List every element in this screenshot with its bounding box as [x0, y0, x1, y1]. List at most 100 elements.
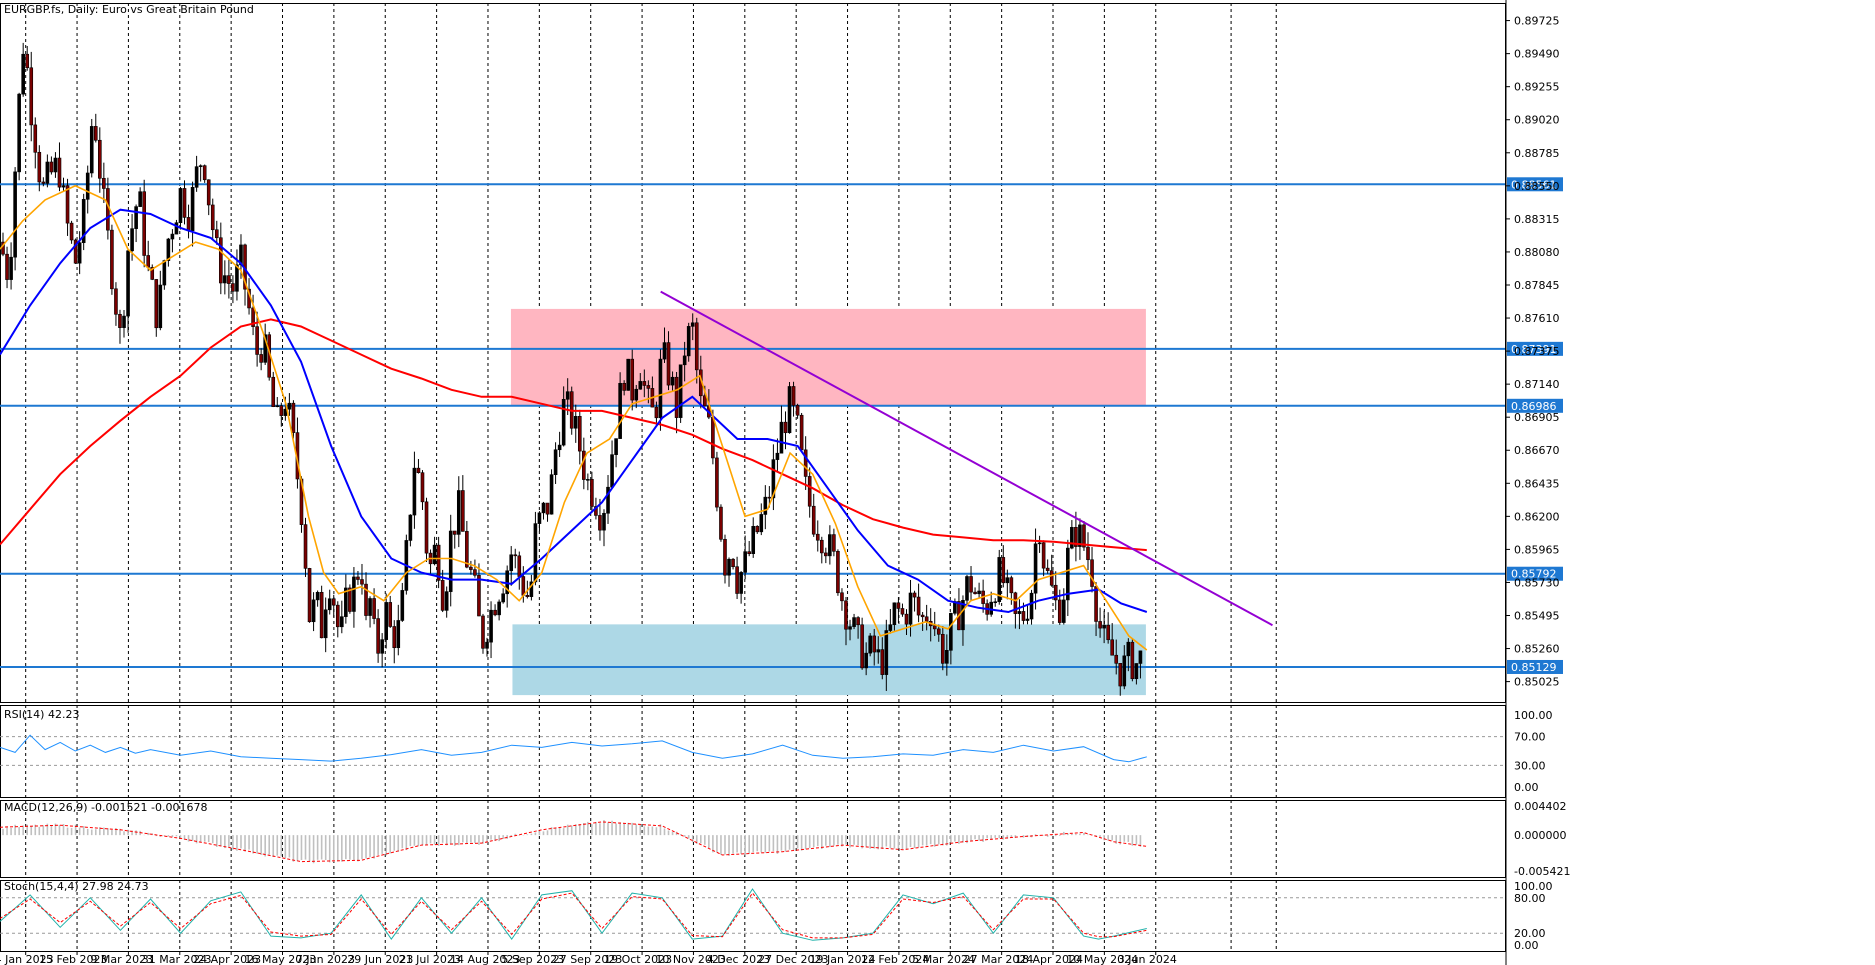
- candle-body: [170, 233, 175, 240]
- candle-body: [219, 237, 223, 284]
- candle-body: [844, 600, 848, 630]
- candle-body: [85, 172, 90, 200]
- candle-body: [223, 275, 227, 284]
- candle-body: [969, 576, 973, 593]
- candle-body: [380, 639, 384, 654]
- candle-body: [440, 580, 445, 611]
- candle-body: [908, 592, 913, 625]
- candle-body: [828, 534, 832, 557]
- candle-body: [400, 590, 405, 621]
- candle-body: [477, 574, 481, 617]
- candle-body: [444, 591, 449, 611]
- candle-body: [961, 600, 965, 631]
- candle-body: [331, 598, 336, 606]
- candle-body: [912, 592, 917, 598]
- candle-body: [291, 402, 296, 433]
- y-tick-label: 0.85495: [1514, 610, 1560, 623]
- candle-body: [711, 416, 715, 459]
- candle-body: [654, 406, 659, 419]
- candle-body: [33, 124, 38, 153]
- candle-body: [235, 264, 239, 292]
- candle-body: [126, 250, 130, 317]
- chart-title: EURGBP.fs, Daily: Euro vs Great Britain …: [4, 3, 254, 16]
- candle-body: [493, 609, 497, 616]
- candle-body: [945, 650, 949, 664]
- x-tick-label: 31 Mar 2023: [142, 953, 212, 965]
- candle-body: [743, 551, 747, 573]
- candle-body: [1029, 592, 1034, 620]
- candle-body: [1009, 577, 1014, 594]
- x-tick-label: 29 Jun 2023: [347, 953, 413, 965]
- candle-body: [977, 590, 981, 595]
- candle-body: [13, 171, 17, 258]
- candle-body: [529, 581, 534, 597]
- candle-body: [751, 526, 756, 555]
- candle-body: [521, 576, 526, 596]
- candle-body: [388, 602, 393, 627]
- candle-body: [860, 624, 864, 669]
- candle-body: [965, 576, 969, 601]
- candle-body: [45, 161, 50, 184]
- candle-body: [1126, 641, 1131, 657]
- x-tick-label: 27 Dec 2023: [758, 953, 828, 965]
- candle-body: [658, 358, 663, 419]
- y-tick-label: 0.89255: [1514, 81, 1560, 94]
- candle-body: [1013, 592, 1018, 614]
- candle-body: [703, 395, 707, 407]
- candle-body: [287, 402, 292, 410]
- candle-body: [307, 568, 312, 623]
- candle-body: [594, 506, 598, 516]
- candle-body: [29, 67, 34, 126]
- candle-body: [618, 382, 622, 439]
- candle-body: [9, 256, 13, 280]
- candle-body: [932, 625, 937, 630]
- candle-body: [122, 315, 126, 328]
- y-tick-label: 0.86435: [1514, 477, 1560, 490]
- candle-body: [731, 558, 735, 567]
- candle-body: [162, 260, 167, 286]
- candle-body: [848, 626, 852, 630]
- candle-body: [832, 534, 836, 552]
- x-tick-label: 19 Oct 2023: [604, 953, 672, 965]
- candle-body: [561, 399, 566, 446]
- candle-body: [856, 617, 860, 626]
- rsi-line: [0, 734, 1147, 763]
- candle-body: [509, 554, 514, 572]
- level-flag: [1507, 398, 1563, 413]
- candle-body: [335, 604, 340, 628]
- candle-body: [102, 177, 106, 189]
- candle-body: [352, 576, 356, 612]
- x-tick-label: 10 Nov 2023: [655, 953, 725, 965]
- x-tick-label: 27 Sep 2023: [553, 953, 623, 965]
- candle-body: [1001, 557, 1006, 584]
- candle-body: [517, 555, 522, 577]
- candle-body: [227, 275, 231, 284]
- candle-body: [993, 601, 998, 604]
- candle-body: [1057, 599, 1062, 623]
- candle-body: [473, 569, 477, 576]
- candle-body: [485, 641, 489, 649]
- candle-body: [275, 405, 280, 408]
- candle-body: [5, 253, 9, 280]
- candle-body: [501, 593, 505, 603]
- candle-body: [678, 364, 683, 418]
- candle-body: [904, 613, 909, 625]
- y-tick-label: 0.85025: [1514, 676, 1560, 689]
- y-tick-label: 0.89490: [1514, 48, 1560, 61]
- candle-body: [134, 206, 138, 229]
- candle-body: [735, 566, 739, 594]
- candle-body: [1090, 559, 1094, 587]
- candle-body: [259, 354, 263, 363]
- candle-body: [755, 526, 760, 533]
- candle-body: [436, 544, 441, 581]
- candle-body: [53, 157, 58, 173]
- x-tick-label: 24 Apr 2023: [193, 953, 261, 965]
- candle-body: [21, 53, 25, 95]
- x-tick-label: 19 Jan 2024: [810, 953, 876, 965]
- candle-body: [146, 255, 151, 268]
- candle-body: [727, 558, 731, 576]
- candle-body: [715, 457, 719, 508]
- macd-axis-label: -0.005421: [1514, 865, 1570, 878]
